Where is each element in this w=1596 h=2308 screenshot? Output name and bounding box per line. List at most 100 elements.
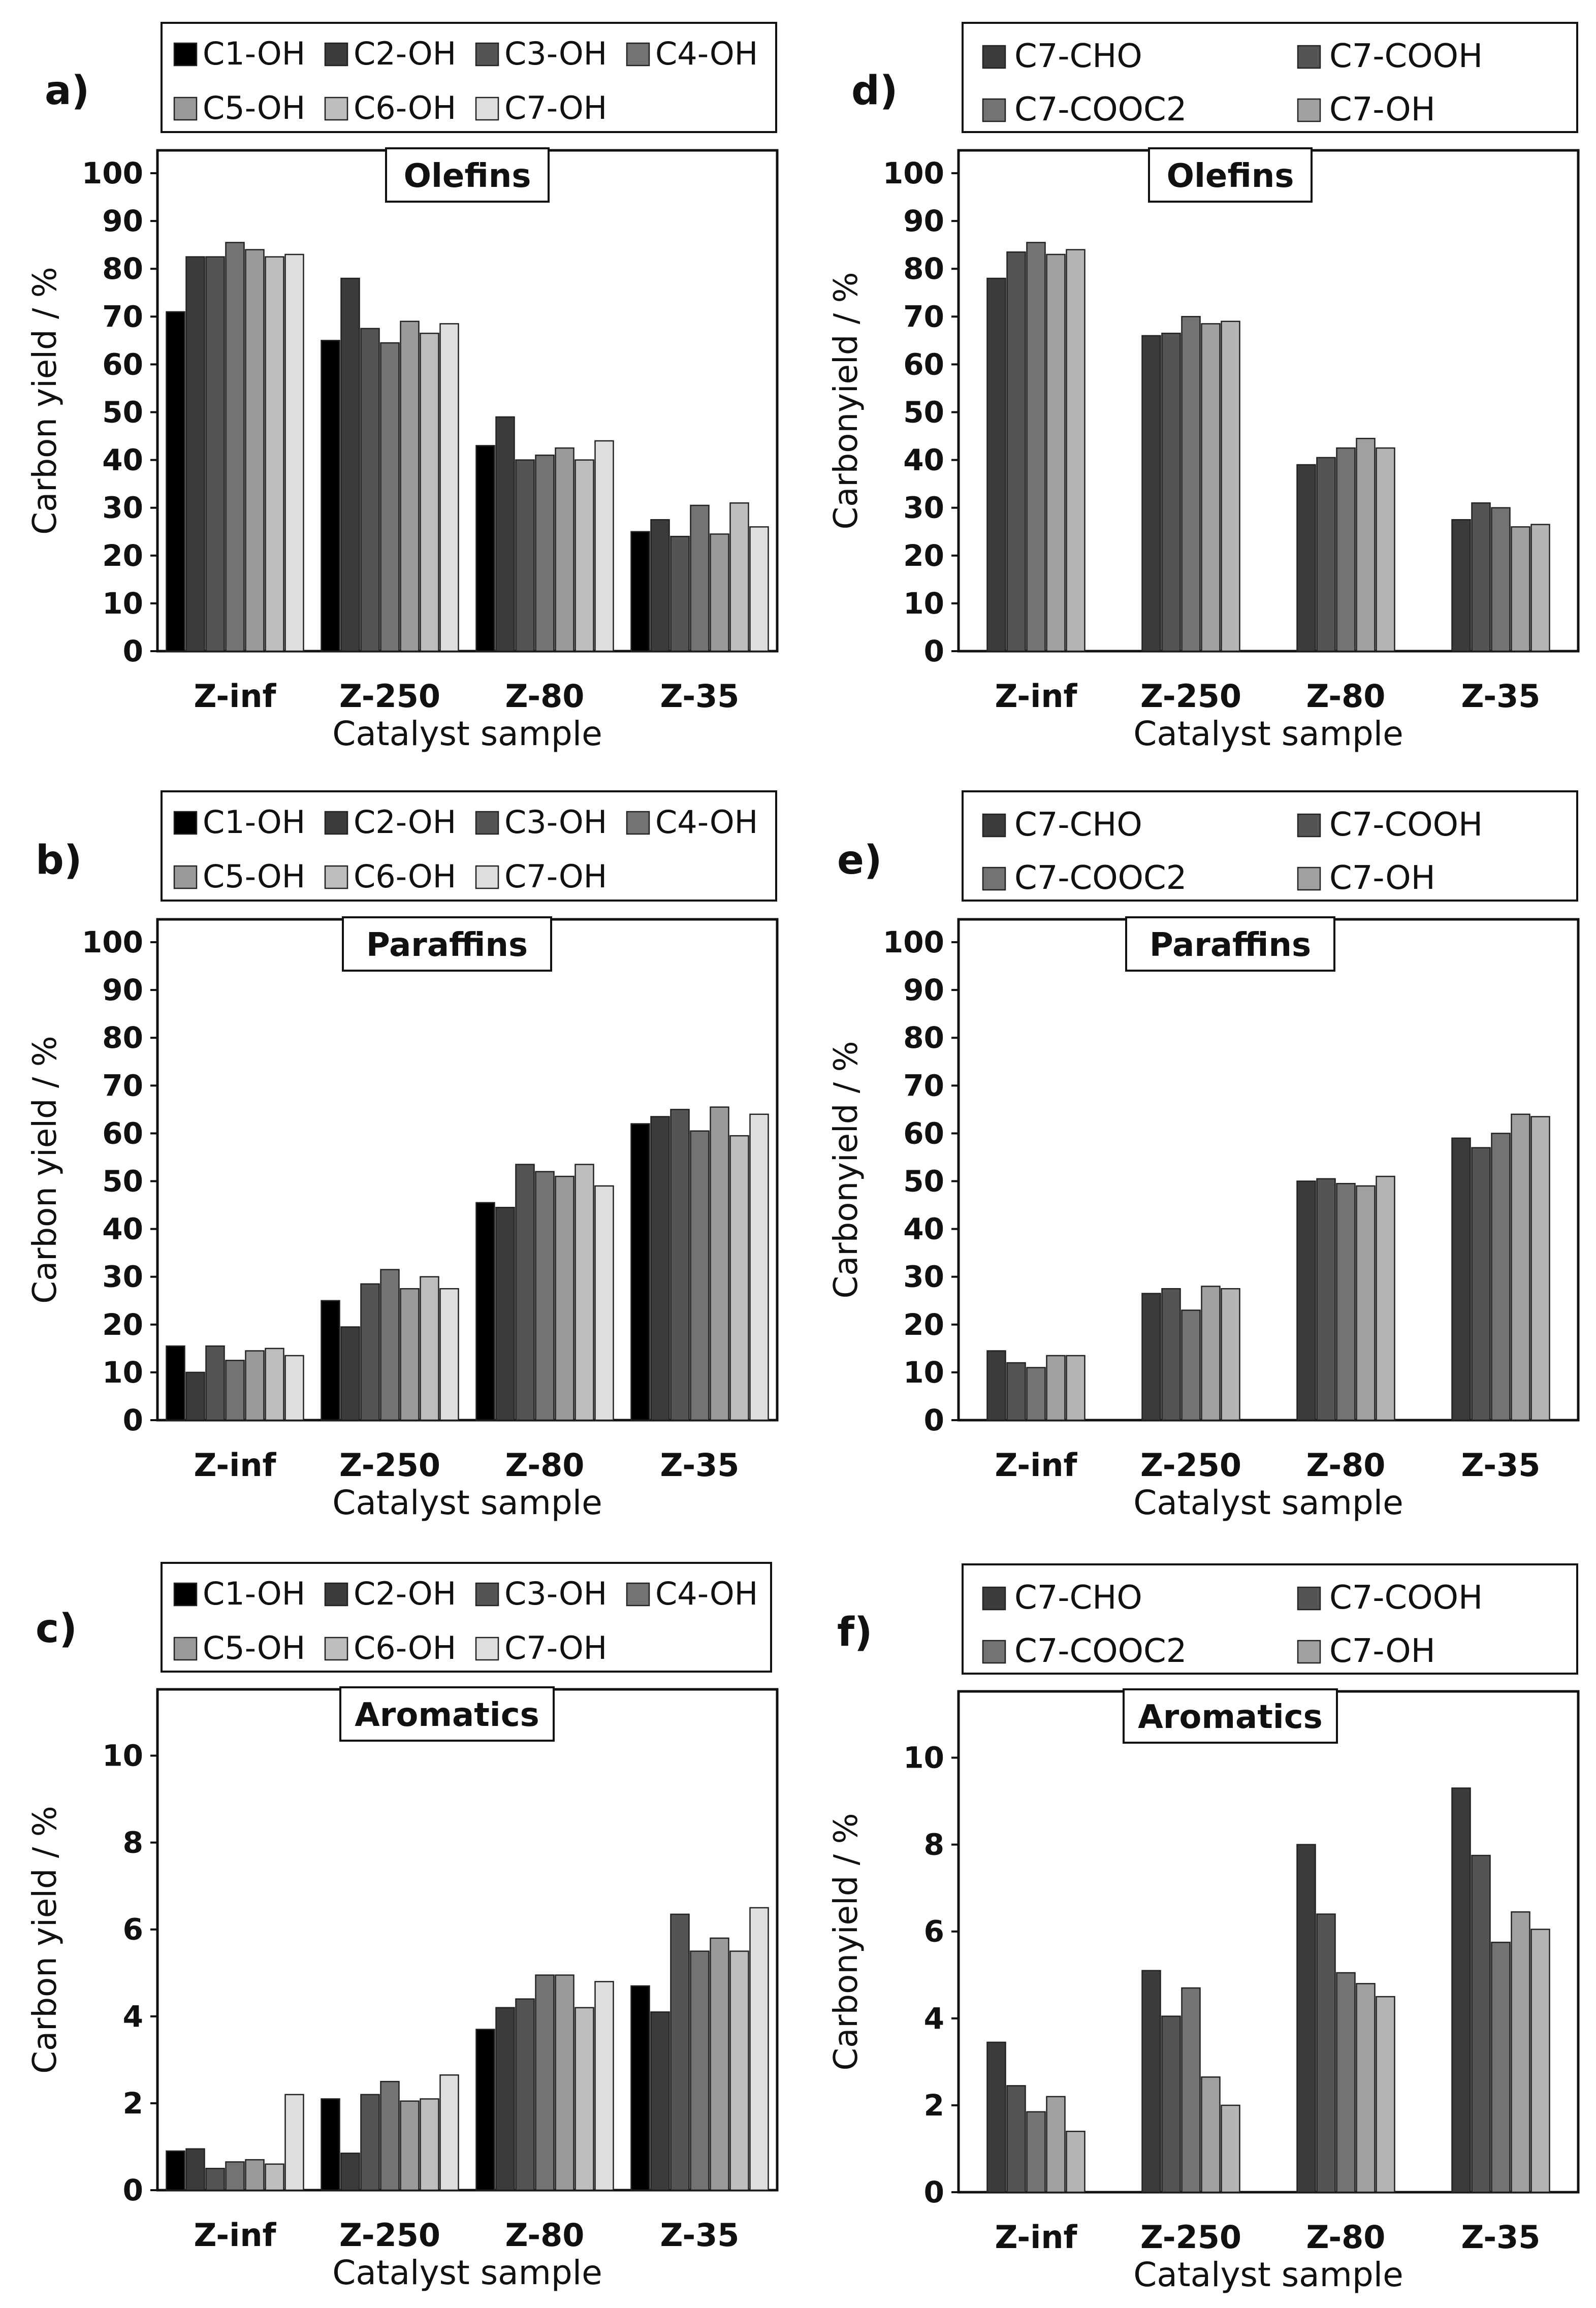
bar-z-250-c6-oh <box>420 1276 439 1421</box>
x-tick-label: Z-35 <box>660 678 740 715</box>
legend-swatch <box>475 811 499 835</box>
legend-swatch <box>173 865 198 889</box>
legend-swatch <box>1297 1640 1321 1664</box>
bar-z-250-c6-oh <box>420 2098 439 2191</box>
legend-label: C2-OH <box>354 1575 456 1612</box>
y-tick-label: 100 <box>82 156 143 190</box>
panel-f: f) 0 2 4 6 8 10 Carbonyield / % Z-inf Z-250 Z-80 Z-… <box>827 1563 1580 2294</box>
legend-swatch <box>475 1582 499 1607</box>
bar-z-35-c5-oh <box>710 533 729 652</box>
legend <box>161 790 777 902</box>
y-tick-label: 20 <box>102 1307 143 1342</box>
y-tick-label: 90 <box>102 973 143 1007</box>
bar-z-35-c7-oh <box>749 1113 769 1421</box>
bar-z-80-series-5 <box>1376 447 1395 652</box>
bar-z-250-c3-oh <box>360 328 380 652</box>
bar-z-80-c7-oh <box>1356 1983 1376 2193</box>
legend-swatch <box>982 813 1006 838</box>
bar-z-80-c2-oh <box>495 2007 515 2191</box>
bar-z-80-c3-oh <box>515 1998 535 2191</box>
y-tick-label: 50 <box>903 1164 944 1199</box>
bar-z-80-c7-cho <box>1296 1180 1316 1421</box>
bar-z-35-c7-cooh <box>1471 1854 1491 2193</box>
x-tick-label: Z-250 <box>1140 2219 1241 2256</box>
x-tick-label: Z-250 <box>339 678 440 715</box>
y-tick-label: 0 <box>924 1403 944 1437</box>
y-tick-label: 90 <box>102 204 143 238</box>
bar-z-35-c1-oh <box>630 531 650 652</box>
legend <box>962 22 1578 133</box>
bar-z-35-c7-oh <box>1511 1113 1530 1421</box>
bar-z-inf-c7-cho <box>986 2041 1006 2193</box>
legend-label: C4-OH <box>655 1575 758 1612</box>
legend-swatch <box>173 42 198 67</box>
y-tick-label: 80 <box>903 251 944 286</box>
bar-z-250-c7-oh <box>439 1288 459 1421</box>
bar-z-80-c6-oh <box>574 459 594 652</box>
bar-z-inf-c3-oh <box>205 256 225 652</box>
bar-z-35-c4-oh <box>690 1950 710 2191</box>
chart-title: Olefins <box>1167 157 1294 195</box>
bar-z-80-c7-cho <box>1296 1844 1316 2193</box>
legend-label: C7-COOH <box>1329 38 1483 75</box>
y-tick-label: 40 <box>102 1212 143 1246</box>
bar-z-250-c5-oh <box>400 1288 420 1421</box>
bar-z-inf-c2-oh <box>185 256 205 652</box>
bar-z-80-c7-oh <box>594 440 614 652</box>
bar-z-250-c6-oh <box>420 332 439 652</box>
legend-label: C3-OH <box>504 1575 607 1612</box>
title-box <box>1123 1688 1338 1744</box>
legend-label: C1-OH <box>203 35 305 72</box>
bar-z-250-c7-oh <box>439 2074 459 2191</box>
x-tick-label: Z-80 <box>1306 1447 1386 1484</box>
bar-z-35-series-5 <box>1530 524 1550 652</box>
bar-z-inf-c7-cooc2 <box>1026 242 1046 652</box>
y-tick-label: 8 <box>123 1825 143 1860</box>
bar-z-80-c5-oh <box>555 447 574 652</box>
bar-z-35-c7-cooh <box>1471 1147 1491 1421</box>
bar-z-inf-c6-oh <box>265 2163 284 2191</box>
bar-z-35-c6-oh <box>729 1135 749 1421</box>
legend-label: C3-OH <box>504 804 607 841</box>
bar-z-250-c3-oh <box>360 2094 380 2191</box>
y-tick-label: 70 <box>102 1068 143 1103</box>
legend <box>161 22 777 133</box>
legend-swatch <box>324 1582 348 1607</box>
bar-z-250-c3-oh <box>360 1283 380 1421</box>
bar-z-inf-c7-cho <box>986 277 1006 652</box>
x-tick-label: Z-250 <box>1140 1447 1241 1484</box>
y-tick-label: 50 <box>102 395 143 430</box>
legend-swatch <box>324 1637 348 1661</box>
y-tick-label: 70 <box>102 299 143 334</box>
bar-z-inf-series-5 <box>1066 249 1086 652</box>
bar-z-80-c4-oh <box>535 454 555 652</box>
bar-z-80-c4-oh <box>535 1171 555 1421</box>
panel-label: b) <box>36 838 82 883</box>
y-tick-label: 90 <box>903 204 944 238</box>
legend-swatch <box>173 811 198 835</box>
y-tick-label: 20 <box>903 1307 944 1342</box>
bar-z-250-c7-cooh <box>1161 1288 1181 1421</box>
bar-z-35-c5-oh <box>710 1937 729 2191</box>
legend-label: C5-OH <box>203 858 305 895</box>
y-tick-label: 10 <box>102 1739 143 1773</box>
bar-z-250-c2-oh <box>340 1326 360 1421</box>
bar-z-250-c7-cho <box>1141 1293 1161 1421</box>
bar-z-inf-c7-oh <box>1046 1355 1066 1421</box>
legend-label: C3-OH <box>504 35 607 72</box>
legend-label: C7-CHO <box>1014 806 1142 844</box>
legend-swatch <box>475 865 499 889</box>
legend-swatch <box>173 1582 198 1607</box>
legend-swatch <box>626 811 650 835</box>
x-tick-label: Z-250 <box>1140 678 1241 715</box>
legend-swatch <box>982 98 1006 122</box>
legend-label: C7-OH <box>1329 859 1435 897</box>
bar-z-250-c7-oh <box>1201 323 1221 652</box>
bar-z-250-c7-cooc2 <box>1181 316 1201 652</box>
bar-z-250-series-5 <box>1221 2104 1240 2193</box>
bar-z-35-c1-oh <box>630 1985 650 2191</box>
panel-d: d) 0 10 20 30 40 50 60 70 80 90 100 Carbonyield / % Z… <box>827 22 1580 753</box>
y-tick-label: 30 <box>102 491 143 525</box>
bar-z-35-c3-oh <box>670 1109 690 1421</box>
y-tick-label: 100 <box>883 156 944 190</box>
